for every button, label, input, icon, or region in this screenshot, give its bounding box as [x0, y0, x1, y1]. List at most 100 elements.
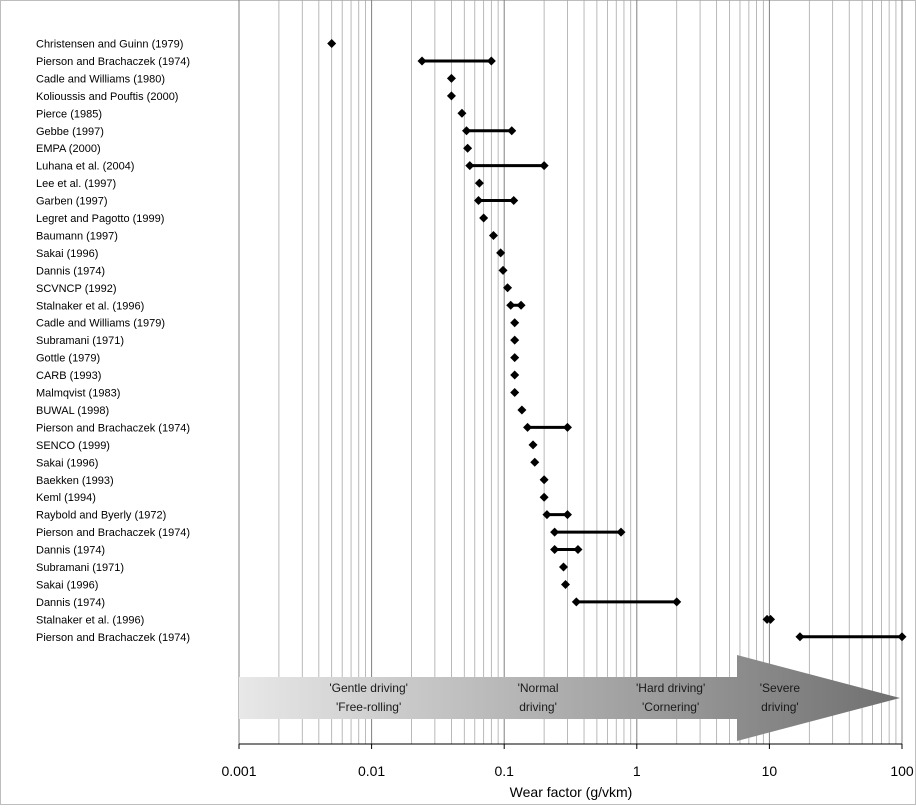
- x-tick-label: 0.001: [221, 763, 256, 779]
- study-label: Lee et al. (1997): [36, 178, 116, 190]
- study-label: SCVNCP (1992): [36, 283, 117, 295]
- study-label: Sakai (1996): [36, 248, 98, 260]
- study-label: Cadle and Williams (1980): [36, 73, 165, 85]
- data-point: [550, 545, 560, 555]
- study-label: Baekken (1993): [36, 475, 114, 487]
- data-point: [327, 39, 337, 48]
- study-label: Dannis (1974): [36, 265, 105, 277]
- arrow-annotation-line2: driving': [519, 700, 557, 714]
- data-point: [496, 248, 506, 258]
- study-label: Baumann (1997): [36, 230, 118, 242]
- x-axis-title: Wear factor (g/vkm): [510, 784, 633, 800]
- study-label: Pierson and Brachaczek (1974): [36, 632, 190, 644]
- data-point: [446, 73, 456, 83]
- x-tick-label: 1: [633, 763, 641, 779]
- study-label: Pierce (1985): [36, 108, 102, 120]
- study-label: Pierson and Brachaczek (1974): [36, 56, 190, 68]
- gridlines: [238, 0, 903, 744]
- data-point: [571, 597, 581, 607]
- data-point: [539, 161, 549, 171]
- arrow-annotation-line2: driving': [761, 700, 799, 714]
- data-point: [446, 91, 456, 101]
- arrow-annotation-line2: 'Free-rolling': [336, 700, 401, 714]
- arrow-annotation-line1: 'Hard driving': [636, 681, 705, 695]
- study-label: Stalnaker et al. (1996): [36, 300, 144, 312]
- data-point: [503, 283, 513, 293]
- study-label: Stalnaker et al. (1996): [36, 614, 144, 626]
- data-point: [473, 196, 483, 206]
- study-label: Luhana et al. (2004): [36, 161, 134, 173]
- data-point: [510, 318, 520, 328]
- data-point: [530, 457, 540, 467]
- study-label: SENCO (1999): [36, 440, 110, 452]
- data-point: [417, 56, 427, 66]
- study-label: Sakai (1996): [36, 579, 98, 591]
- x-tick-label: 100: [890, 763, 914, 779]
- study-label: Gebbe (1997): [36, 126, 104, 138]
- data-point: [506, 300, 516, 310]
- data-point: [562, 510, 572, 520]
- study-label: Christensen and Guinn (1979): [36, 39, 183, 51]
- data-point: [523, 422, 533, 432]
- data-point: [516, 300, 526, 310]
- data-point: [897, 632, 907, 642]
- severity-arrow-shape: [239, 655, 900, 741]
- arrow-annotation-line1: 'Severe: [760, 681, 801, 695]
- study-label: Kolioussis and Pouftis (2000): [36, 91, 178, 103]
- data-point: [562, 422, 572, 432]
- study-label: Keml (1994): [36, 492, 96, 504]
- study-label: EMPA (2000): [36, 143, 101, 155]
- x-tick-label: 10: [762, 763, 778, 779]
- data-point: [517, 405, 527, 415]
- data-point: [539, 475, 549, 485]
- data-point: [766, 614, 776, 624]
- x-tick-label: 0.01: [358, 763, 385, 779]
- study-labels: Christensen and Guinn (1979) Pierson and …: [36, 39, 190, 644]
- study-label: Garben (1997): [36, 196, 108, 208]
- data-point: [510, 335, 520, 345]
- data-point: [550, 527, 560, 537]
- study-label: Cadle and Williams (1979): [36, 318, 165, 330]
- driving-severity-arrow: 'Gentle driving' 'Free-rolling' 'Normal dri…: [239, 655, 900, 741]
- data-point: [457, 108, 467, 118]
- data-point: [463, 143, 473, 153]
- study-label: Subramani (1971): [36, 562, 124, 574]
- data-point: [507, 126, 517, 136]
- data-point: [488, 230, 498, 240]
- arrow-annotation-line1: 'Normal: [518, 681, 559, 695]
- data-point: [672, 597, 682, 607]
- x-axis: 0.001 0.01 0.1 1 10 100: [221, 743, 914, 779]
- arrow-annotation-line1: 'Gentle driving': [329, 681, 408, 695]
- data-point: [465, 161, 475, 171]
- data-point: [542, 510, 552, 520]
- data-point: [558, 562, 568, 572]
- data-point: [498, 265, 508, 275]
- study-label: Malmqvist (1983): [36, 388, 120, 400]
- study-label: Raybold and Byerly (1972): [36, 510, 166, 522]
- data-point: [616, 527, 626, 537]
- data-point: [528, 440, 538, 450]
- data-point: [509, 196, 519, 206]
- data-point: [479, 213, 489, 223]
- data-point: [510, 370, 520, 380]
- data-point: [510, 388, 520, 397]
- study-label: Sakai (1996): [36, 457, 98, 469]
- data-point: [462, 126, 472, 136]
- study-label: Dannis (1974): [36, 545, 105, 557]
- study-label: Legret and Pagotto (1999): [36, 213, 164, 225]
- data-point: [795, 632, 805, 642]
- data-point: [561, 579, 571, 589]
- study-label: Subramani (1971): [36, 335, 124, 347]
- data-point: [474, 178, 484, 188]
- data-point: [486, 56, 496, 66]
- study-label: BUWAL (1998): [36, 405, 109, 417]
- study-label: Dannis (1974): [36, 597, 105, 609]
- arrow-annotation-line2: 'Cornering': [642, 700, 699, 714]
- study-label: CARB (1993): [36, 370, 101, 382]
- data-point: [573, 545, 583, 555]
- data-point: [539, 492, 549, 502]
- data-marks: [327, 39, 907, 642]
- study-label: Pierson and Brachaczek (1974): [36, 422, 190, 434]
